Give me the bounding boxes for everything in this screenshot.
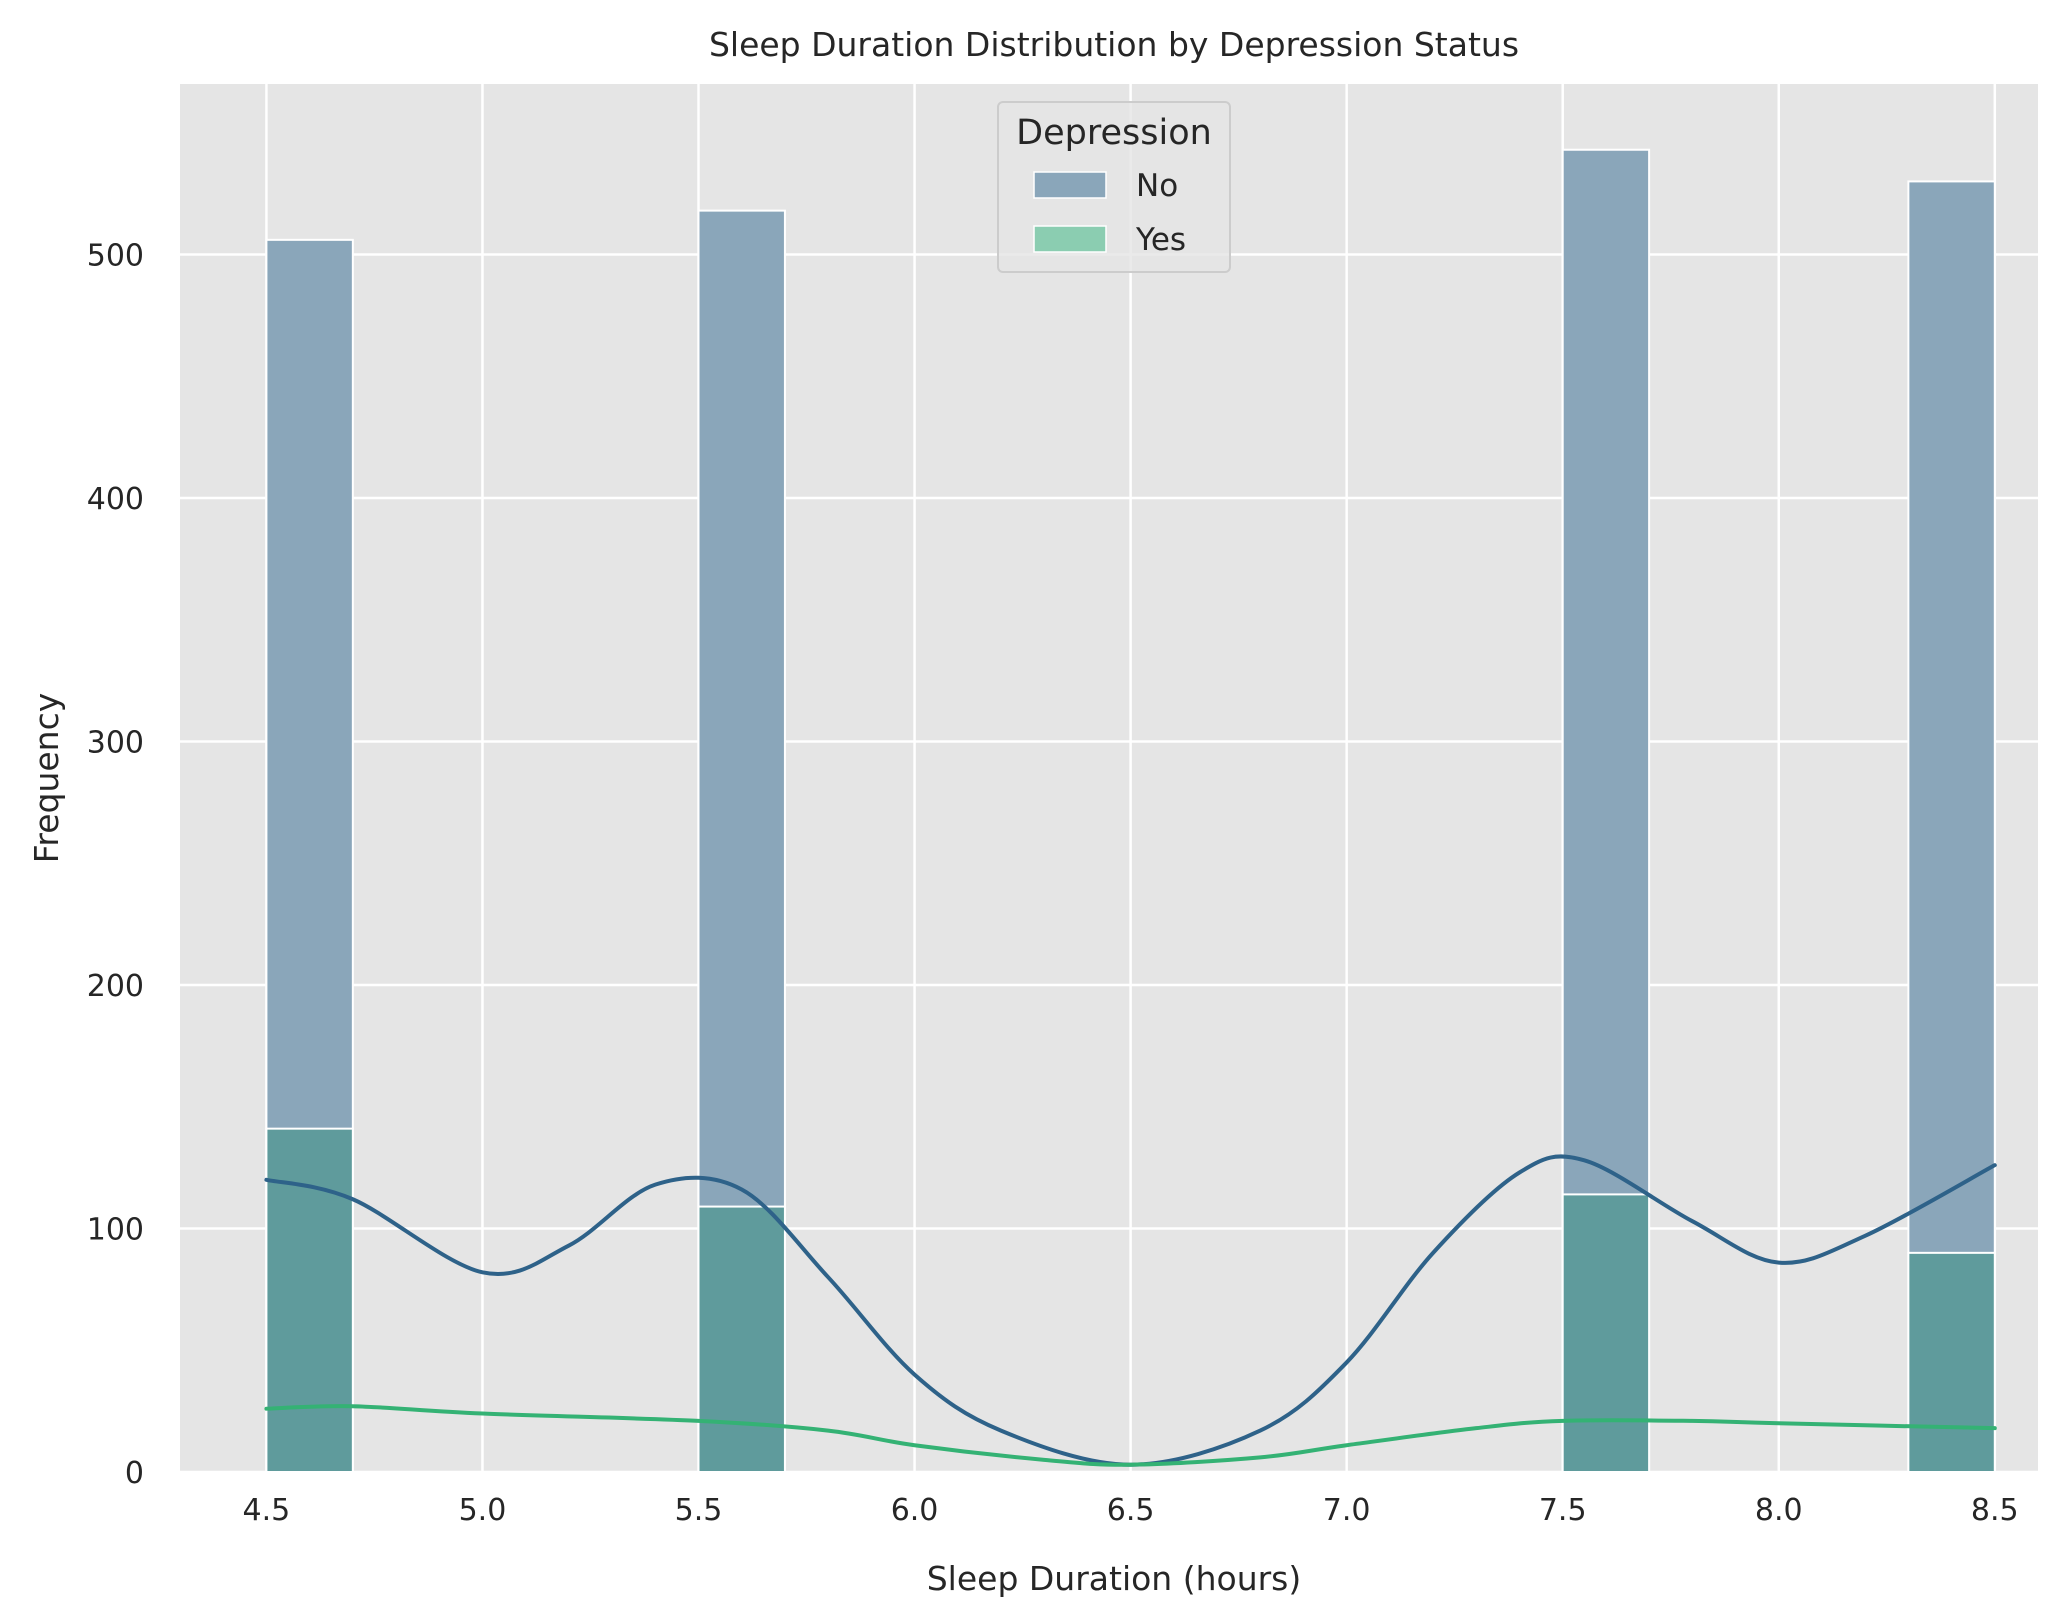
y-tick-label: 400	[87, 482, 144, 517]
legend-swatch-yes	[1033, 225, 1107, 253]
x-tick-label: 7.0	[1323, 1493, 1371, 1528]
x-tick-label: 7.5	[1539, 1493, 1587, 1528]
legend-label-no: No	[1136, 168, 1178, 204]
y-tick-label: 0	[125, 1456, 144, 1491]
y-tick-label: 200	[87, 969, 144, 1004]
chart-title: Sleep Duration Distribution by Depressio…	[709, 25, 1519, 64]
bar-yes	[1907, 1251, 1996, 1474]
x-tick-label: 6.0	[891, 1493, 939, 1528]
y-tick-labels: 0 100 200 300 400 500	[87, 238, 144, 1491]
y-tick-label: 100	[87, 1212, 144, 1247]
x-tick-labels: 4.5 5.0 5.5 6.0 6.5 7.0 7.5 8.0 8.5	[243, 1493, 2019, 1528]
kde-line-yes	[264, 1404, 1997, 1467]
histogram-bars	[265, 148, 1996, 1474]
x-tick-label: 6.5	[1107, 1493, 1155, 1528]
x-axis-label: Sleep Duration (hours)	[927, 1559, 1302, 1598]
legend-swatch-no	[1033, 171, 1107, 199]
x-tick-label: 4.5	[243, 1493, 291, 1528]
legend-title: Depression	[1016, 113, 1212, 153]
legend: Depression No Yes	[997, 101, 1231, 273]
y-axis-label: Frequency	[27, 693, 66, 863]
x-tick-label: 5.5	[675, 1493, 723, 1528]
legend-label-yes: Yes	[1135, 222, 1186, 258]
bar-yes	[1561, 1193, 1651, 1474]
kde-curves	[264, 1154, 1997, 1467]
y-tick-label: 500	[87, 238, 144, 273]
x-tick-label: 8.0	[1755, 1493, 1803, 1528]
x-tick-label: 5.0	[459, 1493, 507, 1528]
y-tick-label: 300	[87, 725, 144, 760]
bar-yes	[697, 1205, 786, 1473]
x-tick-label: 8.5	[1971, 1493, 2019, 1528]
